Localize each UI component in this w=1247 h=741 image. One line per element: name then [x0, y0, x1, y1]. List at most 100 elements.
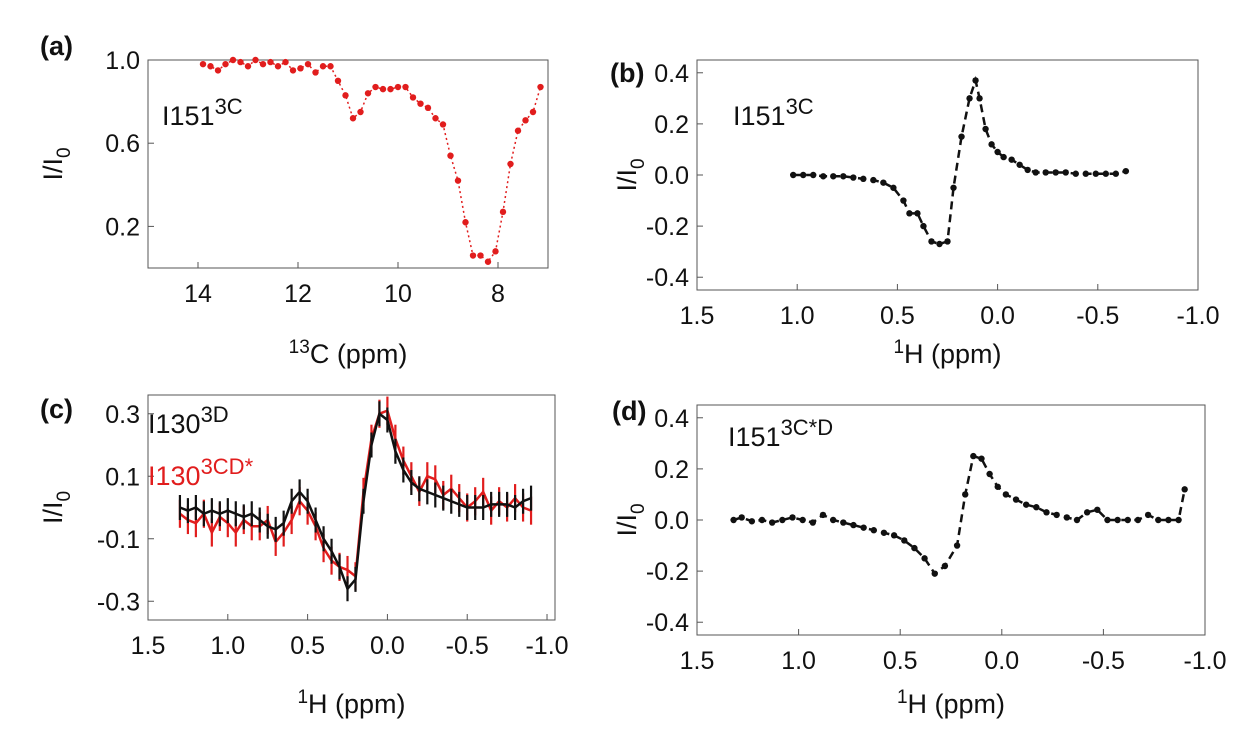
data-point — [1083, 509, 1091, 516]
data-point — [1008, 156, 1015, 163]
x-tick-label: 1.5 — [680, 647, 715, 675]
annotation-prefix: I151 — [728, 422, 781, 452]
data-point — [809, 519, 817, 526]
data-point — [1165, 516, 1172, 524]
data-point — [994, 483, 1001, 490]
data-point — [988, 141, 995, 148]
data-point — [1000, 153, 1007, 161]
data-point — [214, 67, 222, 74]
data-point — [394, 83, 402, 91]
data-point — [789, 514, 796, 521]
data-point — [1155, 516, 1162, 524]
data-point — [840, 519, 847, 526]
data-point — [1144, 511, 1152, 519]
data-point — [537, 83, 544, 91]
data-point — [779, 516, 786, 524]
data-point — [911, 544, 918, 552]
annotation-prefix: I130 — [148, 409, 201, 439]
y-tick-label: 0.3 — [105, 401, 140, 429]
data-point — [424, 104, 432, 112]
data-point — [944, 238, 951, 245]
y-axis-label-sub: 0 — [628, 158, 649, 169]
annotation-label: I1513C — [733, 94, 814, 131]
data-point — [1053, 511, 1060, 519]
data-point — [982, 125, 989, 133]
series-line — [179, 408, 532, 579]
data-point — [357, 108, 364, 116]
data-point — [522, 117, 529, 124]
data-point — [1124, 516, 1131, 524]
data-point — [880, 179, 887, 186]
data-point — [976, 95, 983, 102]
annotation-label: I1303CD* — [148, 454, 254, 491]
x-axis-label-text: H (ppm) — [904, 339, 1002, 369]
data-point — [789, 171, 797, 179]
x-tick-label: 1.0 — [210, 632, 245, 660]
data-point — [402, 83, 409, 91]
data-point — [327, 63, 334, 70]
data-point — [738, 514, 745, 521]
y-tick-label: 0.0 — [654, 507, 689, 535]
data-point — [207, 63, 214, 70]
data-point — [1032, 169, 1039, 176]
x-axis-label-text: C (ppm) — [310, 339, 408, 369]
x-tick-label: 12 — [284, 280, 312, 308]
x-axis-label: 1H (ppm) — [893, 337, 1001, 369]
data-point — [342, 92, 349, 99]
annotation-sup: 3CD* — [201, 454, 254, 479]
y-tick-label: -0.2 — [646, 213, 689, 241]
data-point — [1072, 170, 1079, 177]
x-tick-label: -1.0 — [525, 632, 568, 660]
x-tick-label: 8 — [491, 280, 505, 308]
y-axis-label: I/I0 — [38, 491, 75, 524]
panel-letter: (a) — [40, 31, 73, 61]
data-point — [799, 516, 806, 524]
x-tick-label: -0.5 — [1082, 647, 1125, 675]
data-point — [514, 127, 522, 134]
y-tick-label: 0.4 — [654, 60, 689, 88]
data-point — [289, 67, 297, 74]
data-point — [1114, 516, 1121, 524]
y-tick-label: 0.4 — [654, 405, 689, 433]
data-point — [244, 63, 252, 70]
x-axis-label: 1H (ppm) — [297, 687, 405, 719]
data-point — [830, 173, 837, 180]
data-point — [499, 208, 507, 216]
y-axis-label: I/I0 — [612, 503, 649, 536]
x-tick-label: 0.0 — [370, 632, 405, 660]
annotation-prefix: I151 — [162, 101, 215, 131]
panel-letter: (c) — [40, 394, 73, 424]
annotation-label: I1513C — [162, 94, 243, 131]
data-point — [304, 60, 312, 68]
y-tick-label: -0.4 — [646, 264, 689, 292]
data-point — [829, 516, 837, 524]
data-point — [931, 570, 938, 577]
x-tick-label: -1.0 — [1183, 647, 1226, 675]
x-tick-label: -0.5 — [446, 632, 489, 660]
y-axis-label-sub: 0 — [54, 147, 75, 158]
y-axis-label-text: I/I — [38, 158, 68, 181]
annotation-prefix: I151 — [733, 101, 786, 131]
data-point — [1082, 170, 1089, 177]
y-axis-label-sub: 0 — [628, 503, 649, 514]
data-point — [850, 521, 857, 529]
data-point — [890, 184, 897, 191]
data-point — [1175, 516, 1182, 524]
y-tick-label: -0.3 — [97, 588, 140, 616]
y-axis-label-text: I/I — [612, 169, 642, 192]
data-point — [870, 176, 877, 184]
series-0 — [789, 75, 1130, 248]
data-point — [1063, 514, 1071, 521]
data-point — [259, 60, 267, 68]
data-point — [810, 171, 817, 179]
data-point — [274, 63, 282, 70]
data-point — [267, 58, 274, 66]
data-point — [953, 542, 961, 549]
data-point — [469, 252, 477, 259]
data-point — [379, 85, 387, 93]
annotation-sup: 3C — [786, 94, 814, 119]
annotation-sup: 3D — [201, 402, 229, 427]
x-tick-label: 0.5 — [290, 632, 325, 660]
panel-c: (c) 0.3 0.1 -0.1 -0.3 1.5 1.0 0.5 0.0 -0.5 -1.0 1H … — [38, 394, 569, 719]
data-point — [1112, 170, 1120, 177]
